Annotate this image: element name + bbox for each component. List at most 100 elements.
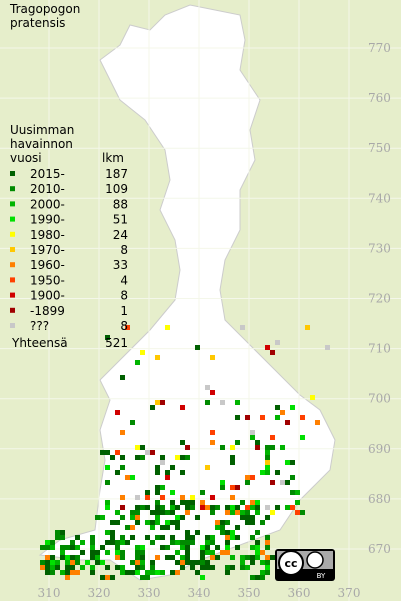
observation-square [215,555,220,560]
observation-square [175,560,180,565]
observation-square [195,570,200,575]
observation-square [70,565,75,570]
observation-square [115,540,120,545]
observation-square [210,550,215,555]
observation-square [225,510,230,515]
observation-square [225,540,230,545]
observation-square [230,535,235,540]
observation-square [260,520,265,525]
observation-square [105,505,110,510]
observation-square [85,560,90,565]
observation-square [135,545,140,550]
observation-square [70,570,75,575]
observation-square [235,415,240,420]
observation-square [250,500,255,505]
legend-swatch [10,277,15,283]
observation-square [120,550,125,555]
observation-square [270,510,275,515]
country-outline [38,4,336,581]
observation-square [225,565,230,570]
observation-square [50,545,55,550]
observation-square [210,495,215,500]
observation-square [95,515,100,520]
observation-square [265,555,270,560]
legend-label: 2000- [30,197,65,211]
observation-square [125,325,130,330]
observation-square [210,555,215,560]
observation-square [160,510,165,515]
observation-square [170,500,175,505]
observation-square [120,515,125,520]
observation-square [120,430,125,435]
observation-square [140,555,145,560]
observation-square [75,545,80,550]
observation-square [135,455,140,460]
observation-square [60,570,65,575]
legend-count: 8 [120,319,128,333]
observation-square [270,555,275,560]
observation-square [220,445,225,450]
observation-square [205,545,210,550]
observation-square [80,540,85,545]
observation-square [155,515,160,520]
observation-square [65,565,70,570]
observation-square [235,545,240,550]
observation-square [260,575,265,580]
observation-square [185,510,190,515]
observation-square [190,560,195,565]
observation-square [200,565,205,570]
observation-square [185,535,190,540]
observation-square [225,535,230,540]
legend-count: 88 [113,197,128,211]
observation-square [180,470,185,475]
observation-square [140,550,145,555]
legend-swatch [10,292,15,298]
observation-square [175,550,180,555]
observation-square [195,560,200,565]
observation-square [300,510,305,515]
grid-x-label: 340 [188,586,211,600]
observation-square [115,545,120,550]
grid-y-label: 730 [368,241,391,255]
observation-square [90,565,95,570]
observation-square [135,520,140,525]
observation-square [285,460,290,465]
observation-square [55,530,60,535]
observation-square [90,550,95,555]
observation-square [265,445,270,450]
observation-square [155,510,160,515]
observation-square [225,545,230,550]
observation-square [125,525,130,530]
observation-square [175,515,180,520]
observation-square [220,525,225,530]
observation-square [155,555,160,560]
observation-square [100,545,105,550]
observation-square [315,420,320,425]
observation-square [265,455,270,460]
observation-square [165,470,170,475]
observation-square [160,495,165,500]
observation-square [280,480,285,485]
grid-x-label: 320 [88,586,111,600]
observation-square [185,500,190,505]
observation-square [265,505,270,510]
observation-square [260,560,265,565]
observation-square [225,505,230,510]
observation-square [45,570,50,575]
observation-square [150,570,155,575]
grid-y-label: 680 [368,492,391,506]
observation-square [235,525,240,530]
grid-y-label: 720 [368,292,391,306]
grid-x-label: 310 [38,586,61,600]
legend-count: 24 [113,228,128,242]
legend-swatch [10,186,15,192]
observation-square [210,535,215,540]
observation-square [210,505,215,510]
observation-square [250,555,255,560]
observation-square [65,575,70,580]
observation-square [155,400,160,405]
observation-square [245,475,250,480]
observation-square [70,545,75,550]
observation-square [185,455,190,460]
observation-square [255,510,260,515]
